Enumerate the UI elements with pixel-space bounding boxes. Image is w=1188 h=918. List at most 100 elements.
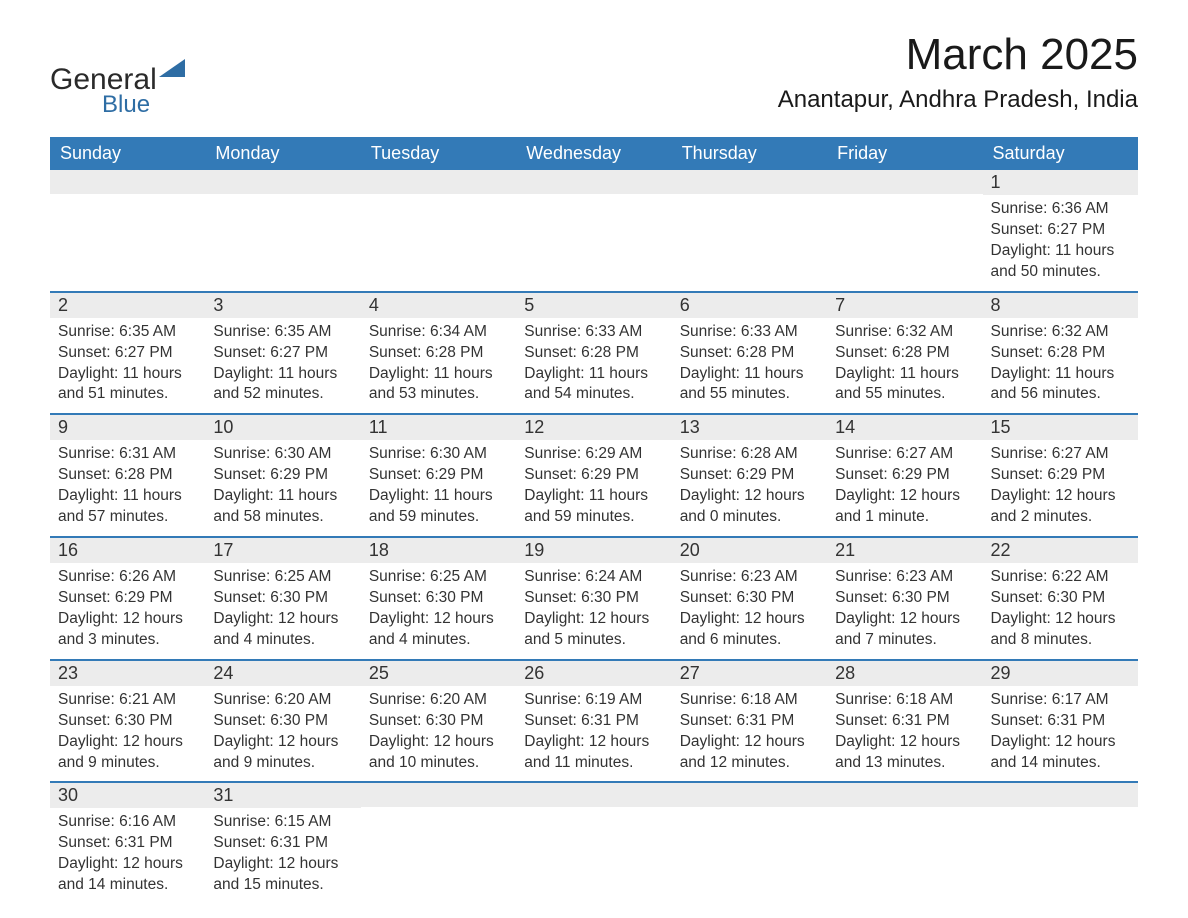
- daylight-text: Daylight: 12 hours and 3 minutes.: [58, 609, 197, 651]
- sunset-text: Sunset: 6:28 PM: [835, 343, 974, 364]
- sunrise-text: Sunrise: 6:33 AM: [524, 322, 663, 343]
- sunset-text: Sunset: 6:30 PM: [835, 588, 974, 609]
- sunrise-text: Sunrise: 6:27 AM: [991, 444, 1130, 465]
- daylight-text: Daylight: 12 hours and 4 minutes.: [213, 609, 352, 651]
- sunset-text: Sunset: 6:28 PM: [58, 465, 197, 486]
- day-data: Sunrise: 6:28 AMSunset: 6:29 PMDaylight:…: [672, 440, 827, 536]
- daylight-text: Daylight: 12 hours and 13 minutes.: [835, 732, 974, 774]
- brand-name-b: Blue: [102, 93, 237, 117]
- sunrise-text: Sunrise: 6:25 AM: [213, 567, 352, 588]
- calendar-cell: [50, 170, 205, 292]
- daylight-text: Daylight: 11 hours and 59 minutes.: [524, 486, 663, 528]
- day-number: 30: [50, 783, 205, 808]
- calendar-cell: 29Sunrise: 6:17 AMSunset: 6:31 PMDayligh…: [983, 660, 1138, 783]
- calendar-cell: 30Sunrise: 6:16 AMSunset: 6:31 PMDayligh…: [50, 782, 205, 904]
- day-number: 12: [516, 415, 671, 440]
- sunset-text: Sunset: 6:31 PM: [835, 711, 974, 732]
- day-data: Sunrise: 6:21 AMSunset: 6:30 PMDaylight:…: [50, 686, 205, 782]
- day-data: [983, 807, 1138, 867]
- day-number: 20: [672, 538, 827, 563]
- daylight-text: Daylight: 12 hours and 7 minutes.: [835, 609, 974, 651]
- calendar-cell: 28Sunrise: 6:18 AMSunset: 6:31 PMDayligh…: [827, 660, 982, 783]
- day-data: Sunrise: 6:33 AMSunset: 6:28 PMDaylight:…: [672, 318, 827, 414]
- calendar-cell: 20Sunrise: 6:23 AMSunset: 6:30 PMDayligh…: [672, 537, 827, 660]
- calendar-cell: 11Sunrise: 6:30 AMSunset: 6:29 PMDayligh…: [361, 414, 516, 537]
- daylight-text: Daylight: 11 hours and 51 minutes.: [58, 364, 197, 406]
- title-block: March 2025 Anantapur, Andhra Pradesh, In…: [778, 30, 1138, 114]
- day-number: [361, 170, 516, 194]
- daylight-text: Daylight: 12 hours and 14 minutes.: [991, 732, 1130, 774]
- sunrise-text: Sunrise: 6:27 AM: [835, 444, 974, 465]
- day-number: 18: [361, 538, 516, 563]
- daylight-text: Daylight: 11 hours and 57 minutes.: [58, 486, 197, 528]
- day-data: [361, 194, 516, 254]
- sunset-text: Sunset: 6:29 PM: [835, 465, 974, 486]
- calendar-cell: [516, 170, 671, 292]
- calendar-cell: 7Sunrise: 6:32 AMSunset: 6:28 PMDaylight…: [827, 292, 982, 415]
- day-data: Sunrise: 6:32 AMSunset: 6:28 PMDaylight:…: [827, 318, 982, 414]
- calendar-week-row: 9Sunrise: 6:31 AMSunset: 6:28 PMDaylight…: [50, 414, 1138, 537]
- brand-triangle-icon: [159, 59, 185, 77]
- day-data: Sunrise: 6:33 AMSunset: 6:28 PMDaylight:…: [516, 318, 671, 414]
- sunrise-text: Sunrise: 6:26 AM: [58, 567, 197, 588]
- sunset-text: Sunset: 6:27 PM: [213, 343, 352, 364]
- day-data: Sunrise: 6:27 AMSunset: 6:29 PMDaylight:…: [983, 440, 1138, 536]
- sunset-text: Sunset: 6:31 PM: [524, 711, 663, 732]
- day-number: 31: [205, 783, 360, 808]
- daylight-text: Daylight: 12 hours and 14 minutes.: [58, 854, 197, 896]
- month-title: March 2025: [778, 30, 1138, 80]
- calendar-week-row: 16Sunrise: 6:26 AMSunset: 6:29 PMDayligh…: [50, 537, 1138, 660]
- sunrise-text: Sunrise: 6:30 AM: [369, 444, 508, 465]
- calendar-cell: [827, 782, 982, 904]
- sunrise-text: Sunrise: 6:21 AM: [58, 690, 197, 711]
- day-data: Sunrise: 6:24 AMSunset: 6:30 PMDaylight:…: [516, 563, 671, 659]
- daylight-text: Daylight: 12 hours and 4 minutes.: [369, 609, 508, 651]
- calendar-table: Sunday Monday Tuesday Wednesday Thursday…: [50, 137, 1138, 904]
- day-data: Sunrise: 6:29 AMSunset: 6:29 PMDaylight:…: [516, 440, 671, 536]
- daylight-text: Daylight: 11 hours and 52 minutes.: [213, 364, 352, 406]
- daylight-text: Daylight: 11 hours and 54 minutes.: [524, 364, 663, 406]
- calendar-cell: 16Sunrise: 6:26 AMSunset: 6:29 PMDayligh…: [50, 537, 205, 660]
- daylight-text: Daylight: 12 hours and 10 minutes.: [369, 732, 508, 774]
- calendar-cell: 18Sunrise: 6:25 AMSunset: 6:30 PMDayligh…: [361, 537, 516, 660]
- daylight-text: Daylight: 12 hours and 5 minutes.: [524, 609, 663, 651]
- day-header-friday: Friday: [827, 137, 982, 170]
- day-number: [205, 170, 360, 194]
- day-header-wednesday: Wednesday: [516, 137, 671, 170]
- day-number: [672, 783, 827, 807]
- day-data: [672, 194, 827, 254]
- day-data: [827, 807, 982, 867]
- daylight-text: Daylight: 11 hours and 56 minutes.: [991, 364, 1130, 406]
- sunrise-text: Sunrise: 6:15 AM: [213, 812, 352, 833]
- day-data: [50, 194, 205, 254]
- day-number: [827, 783, 982, 807]
- day-number: 15: [983, 415, 1138, 440]
- day-data: [672, 807, 827, 867]
- daylight-text: Daylight: 12 hours and 9 minutes.: [58, 732, 197, 774]
- calendar-cell: [983, 782, 1138, 904]
- calendar-cell: [827, 170, 982, 292]
- sunset-text: Sunset: 6:28 PM: [524, 343, 663, 364]
- calendar-week-row: 23Sunrise: 6:21 AMSunset: 6:30 PMDayligh…: [50, 660, 1138, 783]
- day-data: Sunrise: 6:25 AMSunset: 6:30 PMDaylight:…: [361, 563, 516, 659]
- daylight-text: Daylight: 12 hours and 12 minutes.: [680, 732, 819, 774]
- calendar-cell: 17Sunrise: 6:25 AMSunset: 6:30 PMDayligh…: [205, 537, 360, 660]
- daylight-text: Daylight: 12 hours and 2 minutes.: [991, 486, 1130, 528]
- calendar-cell: [516, 782, 671, 904]
- sunrise-text: Sunrise: 6:33 AM: [680, 322, 819, 343]
- day-header-row: Sunday Monday Tuesday Wednesday Thursday…: [50, 137, 1138, 170]
- calendar-cell: 1Sunrise: 6:36 AMSunset: 6:27 PMDaylight…: [983, 170, 1138, 292]
- day-number: 9: [50, 415, 205, 440]
- day-number: 21: [827, 538, 982, 563]
- sunset-text: Sunset: 6:31 PM: [991, 711, 1130, 732]
- sunset-text: Sunset: 6:29 PM: [680, 465, 819, 486]
- day-number: 10: [205, 415, 360, 440]
- sunset-text: Sunset: 6:30 PM: [213, 588, 352, 609]
- day-data: [516, 194, 671, 254]
- day-number: [361, 783, 516, 807]
- calendar-cell: 26Sunrise: 6:19 AMSunset: 6:31 PMDayligh…: [516, 660, 671, 783]
- calendar-cell: 27Sunrise: 6:18 AMSunset: 6:31 PMDayligh…: [672, 660, 827, 783]
- day-number: [516, 170, 671, 194]
- day-number: [827, 170, 982, 194]
- sunset-text: Sunset: 6:27 PM: [58, 343, 197, 364]
